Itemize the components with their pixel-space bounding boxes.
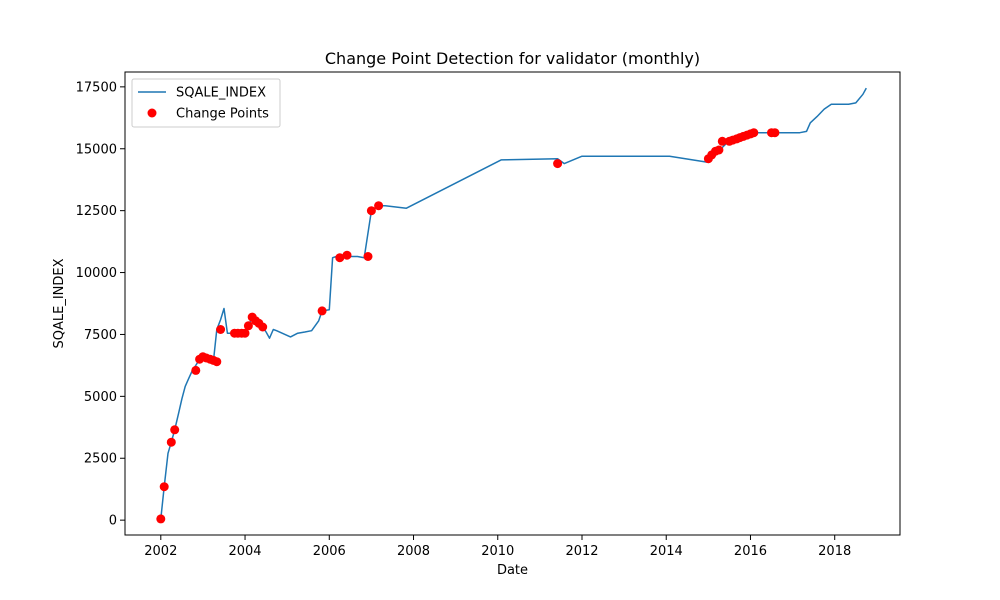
y-tick-label: 12500 [76,204,117,219]
change-point [374,201,384,211]
change-point [156,514,166,524]
legend: SQALE_INDEX Change Points [131,78,281,128]
legend-point-swatch [147,108,157,118]
x-axis-title: Date [497,563,528,578]
x-tick-label: 2002 [144,544,177,559]
y-tick-label: 5000 [84,390,117,405]
legend-line-label: SQALE_INDEX [176,86,266,101]
marks-layer [156,87,867,524]
change-point [553,159,563,169]
plot-area [125,72,900,535]
change-point [317,306,327,316]
change-point [243,321,253,331]
y-tick-label: 0 [109,514,117,529]
change-point [363,252,373,261]
change-point [240,328,250,338]
change-point [216,325,226,334]
change-point [749,128,759,138]
x-tick-label: 2018 [818,544,851,559]
axes-layer: 2002 2004 2006 2008 2010 2012 2014 2016 2018 0 250… [76,80,852,559]
change-point [770,128,780,138]
legend-point-label: Change Points [176,107,269,122]
change-point [342,250,352,260]
y-tick-label: 2500 [84,452,117,467]
chart-title: Change Point Detection for validator (mo… [325,49,700,68]
change-point [159,482,169,492]
legend-box [131,78,281,128]
change-point [191,365,201,375]
change-point [714,145,724,155]
change-point [258,322,268,332]
y-tick-label: 10000 [76,266,117,281]
change-point [170,425,180,435]
x-tick-label: 2006 [313,544,346,559]
x-tick-label: 2012 [565,544,598,559]
change-point [717,136,727,146]
y-tick-label: 15000 [76,142,117,157]
change-point [366,206,376,216]
y-tick-label: 17500 [76,80,117,95]
plot-frame [124,71,901,536]
x-tick-label: 2008 [397,544,430,559]
y-tick-label: 7500 [84,328,117,343]
change-point [166,437,176,447]
y-axis-title: SQALE_INDEX [52,258,67,348]
change-point [335,253,345,263]
x-tick-label: 2014 [650,544,683,559]
x-tick-label: 2016 [734,544,767,559]
x-tick-label: 2010 [481,544,514,559]
change-point [212,357,222,367]
x-tick-label: 2004 [228,544,261,559]
